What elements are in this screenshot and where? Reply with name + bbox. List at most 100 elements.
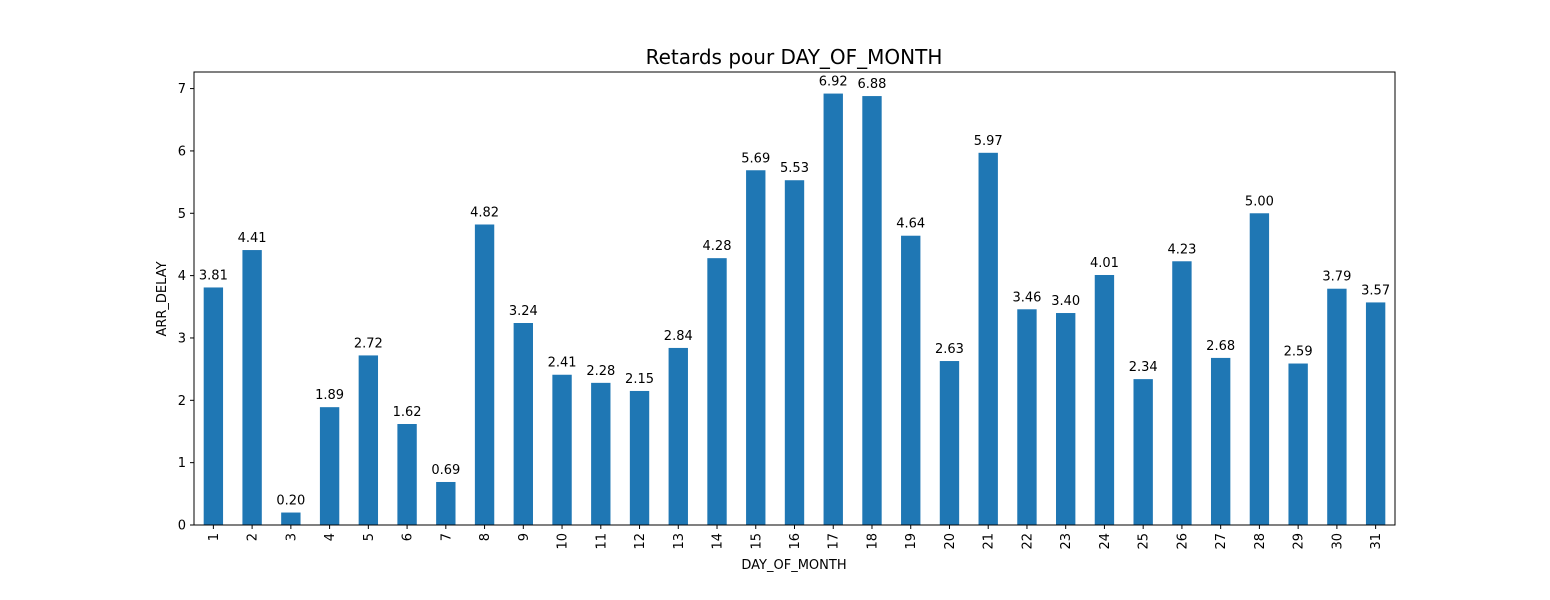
x-tick-label-day-7: 7 (439, 533, 454, 541)
bar-day-14 (707, 258, 727, 525)
bars-layer (203, 93, 1386, 526)
x-tick-label-day-25: 25 (1137, 533, 1152, 550)
x-tick-label-day-30: 30 (1330, 533, 1345, 550)
bar-day-18 (862, 96, 882, 525)
x-tick-label-day-2: 2 (246, 533, 261, 541)
data-label-day-9: 3.24 (509, 304, 538, 319)
x-tick-label-day-17: 17 (827, 533, 842, 550)
data-label-day-15: 5.69 (741, 151, 770, 166)
x-tick-label-day-10: 10 (556, 533, 571, 550)
x-tick-label-day-21: 21 (982, 533, 997, 550)
bar-day-17 (823, 93, 843, 526)
x-tick-label-day-13: 13 (672, 533, 687, 550)
bar-day-26 (1172, 261, 1192, 525)
y-tick-label-7: 7 (178, 82, 186, 97)
data-label-day-20: 2.63 (935, 342, 964, 357)
y-tick-label-1: 1 (178, 456, 186, 471)
x-tick-label-day-26: 26 (1175, 533, 1190, 550)
bar-day-4 (319, 407, 340, 525)
data-label-day-28: 5.00 (1245, 194, 1274, 209)
bar-day-22 (1017, 309, 1037, 525)
bar-day-5 (358, 355, 379, 525)
y-tick-label-3: 3 (178, 331, 186, 346)
x-tick-label-day-18: 18 (865, 533, 880, 550)
data-label-day-19: 4.64 (896, 217, 925, 232)
data-label-day-13: 2.84 (664, 329, 693, 344)
x-axis-label: DAY_OF_MONTH (741, 558, 846, 573)
bar-day-7 (436, 481, 456, 525)
data-label-day-26: 4.23 (1167, 242, 1196, 257)
x-tick-label-day-14: 14 (711, 533, 726, 550)
data-label-day-31: 3.57 (1361, 283, 1390, 298)
bar-day-12 (629, 390, 650, 525)
data-label-day-12: 2.15 (625, 372, 654, 387)
bar-day-29 (1288, 363, 1308, 525)
data-label-day-17: 6.92 (819, 75, 848, 90)
data-label-day-16: 5.53 (780, 161, 809, 176)
data-label-day-23: 3.40 (1051, 294, 1080, 309)
x-tick-label-day-24: 24 (1098, 533, 1113, 550)
data-label-day-25: 2.34 (1129, 360, 1158, 375)
bar-day-31 (1365, 302, 1386, 525)
bar-day-1 (203, 287, 224, 525)
data-label-day-8: 4.82 (470, 205, 499, 220)
x-tick-label-day-15: 15 (749, 533, 764, 550)
x-tick-label-day-4: 4 (323, 533, 338, 541)
x-tick-label-day-27: 27 (1214, 533, 1229, 550)
data-label-day-27: 2.68 (1206, 339, 1235, 354)
x-tick-label-day-22: 22 (1020, 533, 1035, 550)
y-tick-label-6: 6 (178, 144, 186, 159)
bar-day-2 (242, 250, 262, 525)
x-tick-label-day-20: 20 (943, 533, 958, 550)
bar-day-15 (746, 170, 766, 525)
x-tick-label-day-8: 8 (478, 533, 493, 541)
data-label-day-30: 3.79 (1322, 270, 1351, 285)
x-tick-label-day-5: 5 (362, 533, 377, 541)
y-tick-label-2: 2 (178, 394, 186, 409)
axes-layer: 1 2 3 4 5 6 7 8 9 10 11 12 13 14 15 16 17 18 19 20 21 22 23 24 2… (178, 71, 1396, 550)
data-label-day-22: 3.46 (1012, 290, 1041, 305)
bar-day-13 (668, 347, 688, 525)
data-label-day-18: 6.88 (858, 77, 887, 92)
data-label-day-3: 0.20 (276, 494, 305, 509)
bar-day-25 (1133, 379, 1153, 525)
data-label-day-29: 2.59 (1284, 345, 1313, 360)
data-label-day-2: 4.41 (238, 231, 267, 246)
bar-day-3 (281, 512, 301, 525)
x-tick-label-day-9: 9 (517, 533, 532, 541)
bar-day-8 (474, 224, 495, 525)
bar-day-28 (1249, 213, 1270, 525)
bar-day-20 (939, 361, 960, 525)
y-axis-label: ARR_DELAY (155, 261, 170, 336)
x-tick-label-day-12: 12 (633, 533, 648, 550)
bar-day-16 (784, 180, 805, 526)
data-label-day-7: 0.69 (431, 463, 460, 478)
data-labels-layer: 3.81 4.41 0.20 1.89 2.72 1.62 0.69 4.82 3.24 2.41… (199, 75, 1390, 509)
data-label-day-11: 2.28 (586, 364, 615, 379)
bar-day-19 (901, 235, 921, 525)
bar-day-6 (397, 424, 417, 525)
data-label-day-1: 3.81 (199, 268, 228, 283)
data-label-day-6: 1.62 (393, 405, 422, 420)
x-tick-label-day-6: 6 (401, 533, 416, 541)
x-tick-label-day-23: 23 (1059, 533, 1074, 550)
bar-day-10 (552, 374, 572, 525)
bar-day-9 (513, 323, 533, 525)
bar-day-30 (1327, 288, 1347, 525)
x-tick-label-day-1: 1 (207, 533, 222, 541)
bar-day-21 (978, 152, 998, 525)
data-label-day-5: 2.72 (354, 336, 383, 351)
bar-day-27 (1210, 357, 1231, 525)
data-label-day-4: 1.89 (315, 388, 344, 403)
y-tick-label-4: 4 (178, 269, 186, 284)
x-tick-label-day-16: 16 (788, 533, 803, 550)
data-label-day-24: 4.01 (1090, 256, 1119, 271)
x-tick-label-day-19: 19 (904, 533, 919, 550)
y-tick-label-0: 0 (178, 519, 186, 534)
x-tick-label-day-11: 11 (594, 533, 609, 550)
data-label-day-21: 5.97 (974, 134, 1003, 149)
bar-day-11 (591, 382, 611, 525)
x-tick-label-day-31: 31 (1369, 533, 1384, 550)
plot-frame (193, 71, 1396, 526)
